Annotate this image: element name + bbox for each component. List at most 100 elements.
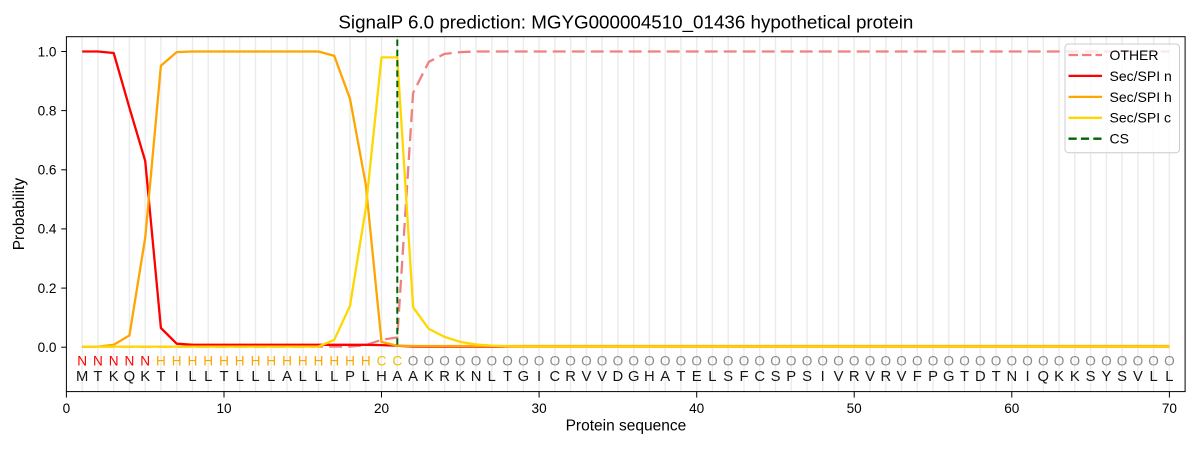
svg-text:T: T: [992, 369, 1001, 385]
svg-text:C: C: [754, 369, 765, 385]
svg-text:V: V: [865, 369, 875, 385]
svg-text:F: F: [739, 369, 748, 385]
svg-text:70: 70: [1162, 401, 1178, 416]
svg-text:L: L: [708, 369, 716, 385]
svg-text:O: O: [660, 354, 671, 369]
svg-text:O: O: [550, 354, 561, 369]
svg-text:L: L: [188, 369, 196, 385]
svg-text:O: O: [581, 354, 592, 369]
svg-text:R: R: [439, 369, 450, 385]
svg-text:0.4: 0.4: [38, 222, 57, 237]
svg-text:O: O: [723, 354, 734, 369]
svg-text:30: 30: [532, 401, 548, 416]
svg-text:O: O: [896, 354, 907, 369]
svg-text:P: P: [928, 369, 938, 385]
svg-text:O: O: [865, 354, 876, 369]
svg-text:O: O: [565, 354, 576, 369]
svg-text:Probability: Probability: [11, 178, 28, 251]
svg-text:50: 50: [847, 401, 863, 416]
svg-text:L: L: [1165, 369, 1173, 385]
svg-text:S: S: [802, 369, 812, 385]
svg-text:A: A: [408, 369, 418, 385]
svg-text:L: L: [1149, 369, 1157, 385]
svg-text:L: L: [362, 369, 370, 385]
svg-text:O: O: [628, 354, 639, 369]
svg-text:CS: CS: [1110, 131, 1129, 147]
svg-text:O: O: [597, 354, 608, 369]
svg-text:0.8: 0.8: [38, 103, 57, 118]
svg-text:Protein sequence: Protein sequence: [566, 418, 687, 435]
svg-text:D: D: [613, 369, 624, 385]
svg-text:O: O: [754, 354, 765, 369]
svg-text:C: C: [550, 369, 561, 385]
svg-text:O: O: [770, 354, 781, 369]
svg-text:O: O: [1022, 354, 1033, 369]
svg-text:O: O: [1133, 354, 1144, 369]
svg-text:O: O: [455, 354, 466, 369]
svg-text:O: O: [408, 354, 419, 369]
svg-text:H: H: [282, 354, 292, 369]
svg-text:O: O: [817, 354, 828, 369]
svg-text:L: L: [267, 369, 275, 385]
svg-text:N: N: [77, 354, 87, 369]
svg-text:P: P: [786, 369, 796, 385]
svg-text:I: I: [175, 369, 179, 385]
svg-text:A: A: [282, 369, 292, 385]
svg-text:C: C: [392, 354, 402, 369]
svg-text:T: T: [219, 369, 228, 385]
svg-text:Sec/SPI h: Sec/SPI h: [1110, 89, 1172, 105]
svg-text:Y: Y: [1101, 369, 1111, 385]
svg-text:S: S: [1117, 369, 1127, 385]
svg-text:T: T: [676, 369, 685, 385]
svg-text:1.0: 1.0: [38, 44, 57, 59]
svg-text:R: R: [565, 369, 576, 385]
svg-text:Sec/SPI n: Sec/SPI n: [1110, 68, 1172, 84]
svg-text:K: K: [109, 369, 119, 385]
svg-text:R: R: [849, 369, 860, 385]
svg-text:O: O: [1148, 354, 1159, 369]
svg-text:L: L: [236, 369, 244, 385]
svg-text:O: O: [471, 354, 482, 369]
svg-text:O: O: [1085, 354, 1096, 369]
svg-text:H: H: [298, 354, 308, 369]
svg-text:O: O: [502, 354, 513, 369]
svg-text:H: H: [203, 354, 213, 369]
svg-text:A: A: [392, 369, 402, 385]
svg-text:S: S: [723, 369, 733, 385]
svg-text:H: H: [172, 354, 182, 369]
svg-text:O: O: [959, 354, 970, 369]
svg-text:F: F: [913, 369, 922, 385]
svg-text:O: O: [928, 354, 939, 369]
svg-text:O: O: [487, 354, 498, 369]
svg-text:O: O: [439, 354, 450, 369]
svg-text:S: S: [1086, 369, 1096, 385]
svg-text:L: L: [251, 369, 259, 385]
svg-text:40: 40: [689, 401, 705, 416]
svg-text:0.2: 0.2: [38, 281, 57, 296]
svg-text:I: I: [821, 369, 825, 385]
svg-text:T: T: [960, 369, 969, 385]
svg-text:H: H: [361, 354, 371, 369]
svg-text:N: N: [471, 369, 482, 385]
svg-text:H: H: [251, 354, 261, 369]
svg-text:0: 0: [63, 401, 71, 416]
svg-text:G: G: [518, 369, 530, 385]
svg-text:O: O: [833, 354, 844, 369]
svg-text:O: O: [1070, 354, 1081, 369]
svg-text:Q: Q: [124, 369, 136, 385]
svg-text:O: O: [991, 354, 1002, 369]
svg-text:D: D: [975, 369, 986, 385]
svg-text:E: E: [692, 369, 702, 385]
svg-text:20: 20: [374, 401, 390, 416]
svg-text:H: H: [376, 369, 387, 385]
svg-text:O: O: [534, 354, 545, 369]
svg-text:O: O: [975, 354, 986, 369]
svg-text:O: O: [691, 354, 702, 369]
svg-text:H: H: [219, 354, 229, 369]
svg-text:O: O: [881, 354, 892, 369]
svg-text:O: O: [1054, 354, 1065, 369]
svg-text:O: O: [1164, 354, 1175, 369]
svg-text:O: O: [739, 354, 750, 369]
svg-text:60: 60: [1004, 401, 1020, 416]
svg-text:O: O: [849, 354, 860, 369]
